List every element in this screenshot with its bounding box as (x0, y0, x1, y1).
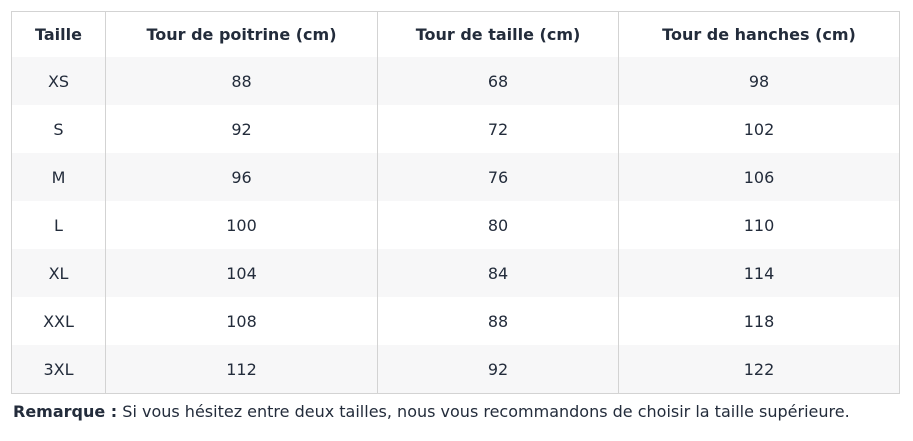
cell-hips: 118 (618, 297, 900, 345)
note-label: Remarque : (13, 402, 118, 421)
cell-chest: 88 (105, 57, 378, 105)
column-header-waist: Tour de taille (cm) (377, 11, 619, 57)
table-row: M 96 76 106 (11, 153, 900, 201)
table-row: L 100 80 110 (11, 201, 900, 249)
cell-waist: 88 (377, 297, 619, 345)
table-row: S 92 72 102 (11, 105, 900, 153)
cell-size: 3XL (43, 359, 74, 379)
cell-hips: 122 (618, 345, 900, 394)
table-row: XXL 108 88 118 (11, 297, 900, 345)
cell-hips: 114 (618, 249, 900, 297)
table-header-row: Taille Tour de poitrine (cm) Tour de tai… (11, 11, 900, 57)
size-guide-section: Taille Tour de poitrine (cm) Tour de tai… (11, 11, 913, 423)
column-header-hips: Tour de hanches (cm) (618, 11, 900, 57)
table-row: XL 104 84 114 (11, 249, 900, 297)
size-guide-note: Remarque : Si vous hésitez entre deux ta… (13, 401, 913, 423)
cell-hips: 98 (618, 57, 900, 105)
note-text: Si vous hésitez entre deux tailles, nous… (122, 402, 850, 421)
cell-chest: 92 (105, 105, 378, 153)
column-header-chest: Tour de poitrine (cm) (105, 11, 378, 57)
table-row: 3XL 112 92 122 (11, 345, 900, 394)
cell-chest: 108 (105, 297, 378, 345)
cell-size: L (54, 215, 63, 235)
cell-waist: 92 (377, 345, 619, 394)
cell-hips: 106 (618, 153, 900, 201)
cell-waist: 72 (377, 105, 619, 153)
cell-waist: 84 (377, 249, 619, 297)
cell-chest: 96 (105, 153, 378, 201)
size-chart-table: Taille Tour de poitrine (cm) Tour de tai… (11, 11, 900, 394)
cell-waist: 80 (377, 201, 619, 249)
table-row: XS 88 68 98 (11, 57, 900, 105)
cell-chest: 112 (105, 345, 378, 394)
cell-size: XS (47, 71, 70, 91)
cell-size: XL (48, 263, 69, 283)
column-header-size: Taille (11, 11, 106, 57)
cell-size: S (53, 119, 64, 139)
cell-size: M (51, 167, 66, 187)
cell-waist: 68 (377, 57, 619, 105)
cell-chest: 100 (105, 201, 378, 249)
cell-waist: 76 (377, 153, 619, 201)
cell-hips: 110 (618, 201, 900, 249)
cell-hips: 102 (618, 105, 900, 153)
cell-size: XXL (43, 311, 74, 331)
cell-chest: 104 (105, 249, 378, 297)
